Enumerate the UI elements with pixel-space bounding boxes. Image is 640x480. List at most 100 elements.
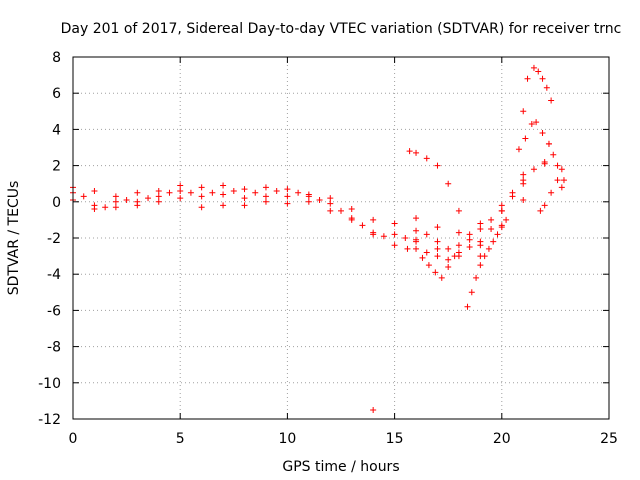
data-point — [187, 189, 194, 196]
data-point — [522, 135, 529, 142]
data-point — [198, 193, 205, 200]
data-point — [520, 177, 527, 184]
series-afternoon-arc — [404, 171, 527, 263]
data-point — [284, 200, 291, 207]
data-point — [445, 263, 452, 270]
data-point — [445, 180, 452, 187]
data-point — [134, 189, 141, 196]
data-point — [402, 235, 409, 241]
data-point — [155, 187, 162, 194]
data-point — [112, 193, 119, 200]
data-point — [524, 75, 531, 82]
data-point — [380, 233, 387, 240]
data-point — [262, 198, 269, 205]
data-point — [548, 189, 555, 196]
data-point — [468, 289, 475, 296]
data-point — [560, 177, 567, 184]
series-peak-arc — [520, 64, 555, 115]
data-point — [451, 253, 458, 260]
data-point — [155, 198, 162, 205]
data-point — [488, 216, 495, 223]
data-point — [528, 120, 535, 127]
y-tick-label: 4 — [52, 122, 61, 138]
data-point — [327, 200, 334, 207]
data-point — [370, 231, 377, 238]
data-point — [445, 245, 452, 252]
data-point — [305, 191, 312, 198]
data-point — [284, 193, 291, 200]
data-point — [539, 75, 546, 82]
chart-title: Day 201 of 2017, Sidereal Day-to-day VTE… — [61, 21, 622, 37]
data-point — [166, 189, 173, 196]
data-point — [498, 202, 505, 209]
plot-frame — [72, 56, 610, 420]
series-upper-band — [70, 160, 548, 236]
data-point — [466, 231, 473, 238]
data-point — [554, 162, 561, 169]
x-tick-label: 5 — [176, 431, 185, 447]
data-point — [530, 64, 537, 71]
data-point — [177, 182, 184, 189]
data-point — [348, 216, 355, 223]
data-points — [70, 64, 567, 413]
data-point — [515, 146, 522, 153]
data-point — [477, 238, 484, 245]
data-point — [423, 155, 430, 162]
series-recovery — [464, 216, 510, 310]
data-point — [520, 171, 527, 178]
data-point — [432, 269, 439, 276]
data-point — [423, 231, 430, 238]
data-point — [543, 84, 550, 91]
data-point — [550, 151, 557, 158]
y-tick-label: -4 — [47, 267, 61, 283]
y-axis-ticks: -12 -10 -8 -6 -4 -2 0 2 4 6 8 — [38, 50, 609, 428]
data-point — [466, 236, 473, 243]
data-point — [455, 207, 462, 214]
x-tick-label: 20 — [493, 431, 511, 447]
data-point — [503, 216, 510, 223]
data-point — [262, 193, 269, 200]
data-point — [554, 177, 561, 184]
grid-layer — [73, 57, 609, 419]
data-point — [541, 160, 548, 167]
data-point — [558, 184, 565, 191]
x-axis-ticks: 0 5 10 15 20 25 — [69, 57, 618, 447]
data-point — [445, 256, 452, 263]
data-point — [477, 262, 484, 269]
y-tick-label: -12 — [38, 412, 61, 428]
data-point — [530, 166, 537, 173]
data-point — [434, 238, 441, 245]
data-point — [145, 195, 152, 202]
data-point — [533, 119, 540, 126]
data-point — [155, 193, 162, 200]
data-point — [91, 187, 98, 194]
data-point — [413, 238, 420, 245]
data-point — [295, 189, 302, 196]
data-point — [434, 162, 441, 169]
data-point — [370, 216, 377, 223]
data-point — [230, 187, 237, 194]
data-point — [477, 225, 484, 232]
data-point — [477, 220, 484, 227]
data-point — [438, 274, 445, 281]
data-point — [434, 253, 441, 260]
data-point — [473, 274, 480, 281]
x-axis-label: GPS time / hours — [282, 459, 399, 475]
data-point — [423, 249, 430, 256]
y-tick-label: -8 — [47, 340, 61, 356]
data-point — [359, 222, 366, 229]
data-point — [520, 196, 527, 203]
series-late-cluster — [537, 166, 567, 214]
data-point — [455, 229, 462, 236]
data-point — [91, 206, 98, 213]
y-tick-label: -10 — [38, 376, 61, 392]
data-point — [404, 245, 411, 252]
data-point — [327, 207, 334, 214]
y-tick-label: 6 — [52, 86, 61, 102]
data-point — [220, 191, 227, 198]
data-point — [209, 189, 216, 196]
data-point — [348, 206, 355, 213]
data-point — [464, 303, 471, 310]
